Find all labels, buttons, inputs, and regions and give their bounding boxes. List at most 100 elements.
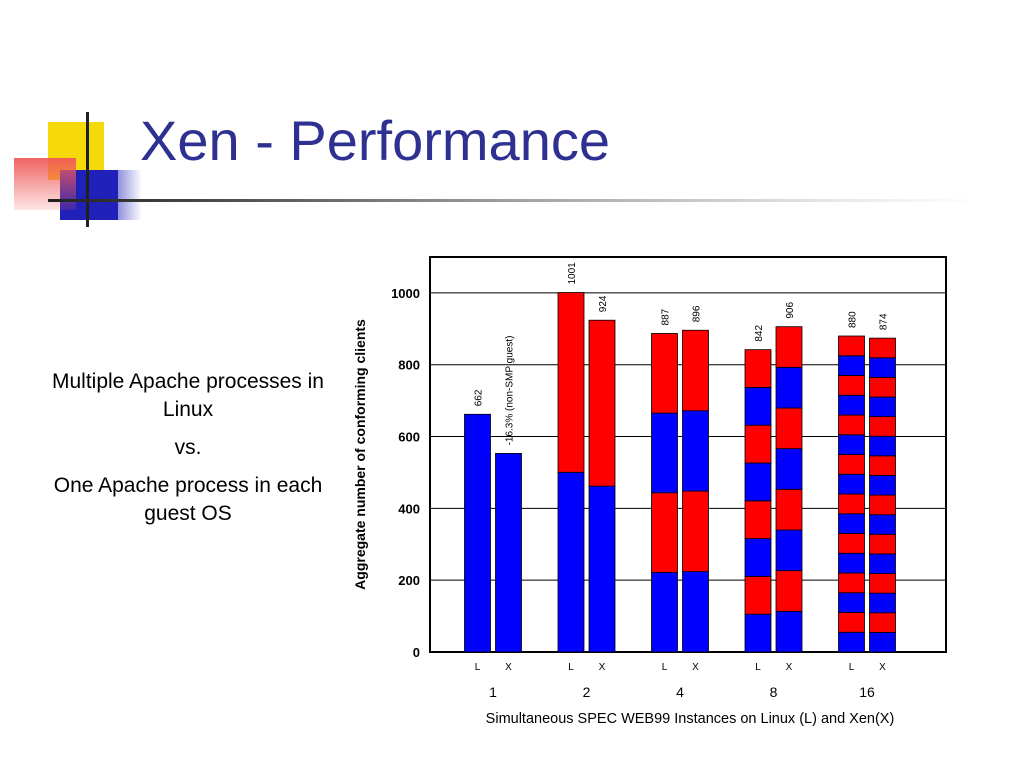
bar-category-label: L xyxy=(755,662,761,673)
bar-segment xyxy=(495,453,522,653)
slide-title: Xen - Performance xyxy=(140,109,610,172)
bar-segment xyxy=(744,349,772,388)
bar-segment xyxy=(869,494,896,516)
bar-category-label: L xyxy=(475,662,481,673)
bar-segment xyxy=(869,631,896,653)
bar-value-label: 880 xyxy=(848,311,859,328)
bar-segment xyxy=(744,576,772,615)
y-tick-label: 1000 xyxy=(391,286,420,301)
bar-value-label: 874 xyxy=(879,313,890,330)
bar-segment xyxy=(838,434,865,455)
bar-category-label: X xyxy=(505,662,512,673)
bar-value-label: 662 xyxy=(474,389,485,406)
bar-segment xyxy=(775,407,803,450)
bar-segment xyxy=(869,612,896,633)
bar-segment xyxy=(588,485,616,653)
y-tick-label: 200 xyxy=(398,573,420,588)
x-axis-label: Simultaneous SPEC WEB99 Instances on Lin… xyxy=(486,711,895,727)
bar-segment xyxy=(838,572,865,594)
bar-value-label: 887 xyxy=(661,308,672,325)
bar-segment xyxy=(588,319,616,487)
bar-segment xyxy=(775,570,803,612)
bar-segment xyxy=(775,448,803,490)
bar-segment xyxy=(651,412,678,494)
bar-segment xyxy=(869,357,896,378)
bar-segment xyxy=(838,533,865,554)
bar-category-label: L xyxy=(849,662,855,673)
slide-logo xyxy=(0,0,150,240)
bar-segment xyxy=(869,592,896,614)
logo-blue-fade xyxy=(98,170,142,220)
bar-segment xyxy=(775,326,803,368)
bar-segment xyxy=(869,573,896,594)
title-underline xyxy=(48,199,978,202)
group-label: 4 xyxy=(676,684,684,700)
bar-segment xyxy=(775,488,803,531)
bar-segment xyxy=(869,553,896,574)
bar-segment xyxy=(744,462,772,502)
bar-segment xyxy=(869,396,896,418)
bar-segment xyxy=(682,490,709,572)
bar-segment xyxy=(775,610,803,653)
bar-value-label: -16.3% (non-SMP guest) xyxy=(505,336,516,446)
group-label: 8 xyxy=(770,684,778,700)
bar-category-label: L xyxy=(568,662,574,673)
bar-segment xyxy=(869,514,896,535)
bar-segment xyxy=(838,552,865,574)
bar-segment xyxy=(744,500,772,540)
bar-value-label: 1001 xyxy=(567,262,578,285)
group-label: 2 xyxy=(583,684,591,700)
bar-segment xyxy=(838,355,865,376)
bar-segment xyxy=(651,333,678,414)
bar-segment xyxy=(682,410,709,492)
y-tick-label: 0 xyxy=(413,645,420,660)
bar-chart: 0 200 400 600 800 1000 Aggregate number of con… xyxy=(352,256,947,727)
logo-vertical-line xyxy=(86,112,89,227)
bar-segment xyxy=(869,416,896,437)
group-label: 1 xyxy=(489,684,497,700)
bar-segment xyxy=(869,455,896,476)
side-text-line-1: Multiple Apache processes in Linux xyxy=(52,370,324,421)
y-tick-label: 600 xyxy=(398,430,420,445)
logo-red-square xyxy=(14,158,76,210)
bar-segment xyxy=(651,571,678,653)
side-text-line-2: vs. xyxy=(174,436,202,459)
bar-segment xyxy=(744,538,772,577)
bar-value-label: 896 xyxy=(692,305,703,322)
bar-segment xyxy=(775,366,803,409)
y-axis-label: Aggregate number of conforming clients xyxy=(352,319,368,590)
bar-category-label: L xyxy=(662,662,668,673)
bar-segment xyxy=(838,375,865,396)
bar-segment xyxy=(775,529,803,572)
bar-segment xyxy=(838,631,865,653)
bar-segment xyxy=(744,387,772,426)
bar-segment xyxy=(838,394,865,416)
bar-value-label: 906 xyxy=(785,302,796,319)
bar-value-label: 842 xyxy=(754,325,765,342)
bar-segment xyxy=(869,533,896,555)
bar-segment xyxy=(744,424,772,464)
bar-category-label: X xyxy=(879,662,886,673)
bar-segment xyxy=(838,335,865,357)
bar-segment xyxy=(838,414,865,436)
bar-value-label: 924 xyxy=(598,295,609,312)
bar-segment xyxy=(682,571,709,653)
bar-segment xyxy=(838,592,865,613)
bar-segment xyxy=(869,475,896,496)
bar-category-label: X xyxy=(786,662,793,673)
bar-segment xyxy=(869,337,896,359)
y-tick-label: 800 xyxy=(398,358,420,373)
side-text: Multiple Apache processes in Linux vs. O… xyxy=(50,368,326,538)
bar-segment xyxy=(557,471,585,653)
bar-segment xyxy=(838,473,865,495)
y-tick-label: 400 xyxy=(398,501,420,516)
bar-segment xyxy=(838,493,865,515)
bar-segment xyxy=(869,376,896,398)
bar-category-label: X xyxy=(692,662,699,673)
bar-segment xyxy=(838,454,865,475)
bar-category-label: X xyxy=(599,662,606,673)
bar-segment xyxy=(557,292,585,473)
bar-segment xyxy=(464,413,491,653)
bar-segment xyxy=(682,329,709,412)
bar-segment xyxy=(838,612,865,633)
